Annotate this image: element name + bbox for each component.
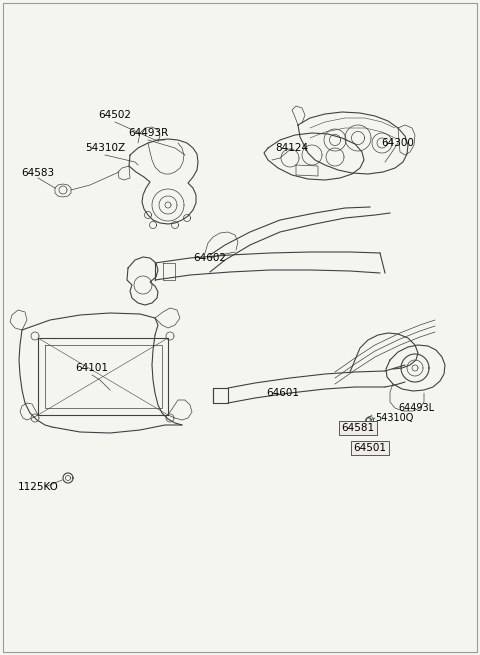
Text: 64601: 64601 <box>266 388 300 398</box>
Text: 64583: 64583 <box>22 168 55 178</box>
Text: 64602: 64602 <box>193 253 227 263</box>
Text: 64501: 64501 <box>353 443 386 453</box>
Text: 64502: 64502 <box>98 110 132 120</box>
Text: 64300: 64300 <box>382 138 414 148</box>
Text: 64101: 64101 <box>75 363 108 373</box>
Text: 64493L: 64493L <box>398 403 434 413</box>
Text: 64581: 64581 <box>341 423 374 433</box>
Text: 54310Q: 54310Q <box>375 413 413 423</box>
Text: 84124: 84124 <box>276 143 309 153</box>
Text: 64493R: 64493R <box>128 128 168 138</box>
Text: 1125KO: 1125KO <box>18 482 59 492</box>
Text: 54310Z: 54310Z <box>85 143 125 153</box>
